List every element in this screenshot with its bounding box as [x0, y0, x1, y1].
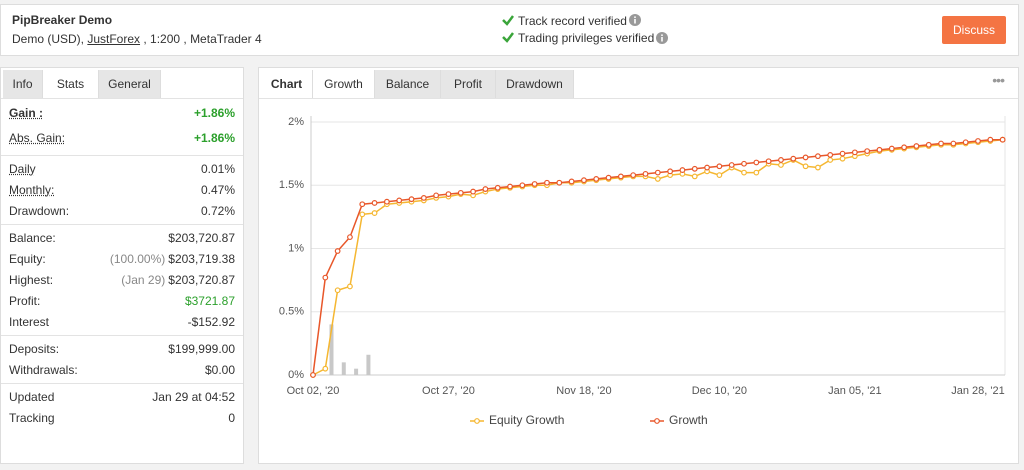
- stat-number: 0.47%: [200, 183, 235, 197]
- verified-text: Trading privileges verified: [518, 31, 655, 45]
- stat-number: $199,999.00: [168, 342, 235, 356]
- info-icon[interactable]: [656, 32, 668, 44]
- account-type: Demo (USD),: [12, 32, 88, 46]
- stat-label: Abs. Gain:: [9, 131, 66, 145]
- stat-value: (Jan 29) $203,720.87: [121, 270, 235, 290]
- stat-value: 0.01%: [201, 159, 235, 179]
- account-info: Demo (USD), JustForex , 1:200 , MetaTrad…: [12, 32, 262, 46]
- stat-label: Deposits:: [9, 342, 60, 356]
- stat-value: -$152.92: [188, 312, 235, 332]
- separator: [1, 383, 243, 384]
- stat-value: 0.72%: [201, 201, 235, 221]
- tab[interactable]: Balance: [375, 70, 441, 98]
- stat-label: Tracking: [9, 411, 55, 425]
- stat-label: Gain :: [9, 106, 44, 120]
- info-icon[interactable]: [629, 14, 641, 26]
- stat-label: Profit:: [9, 294, 41, 308]
- broker-link[interactable]: JustForex: [87, 32, 141, 46]
- stat-row: Equity: (100.00%) $203,719.38: [9, 249, 235, 269]
- tab: Chart: [261, 70, 313, 98]
- header: PipBreaker Demo Demo (USD), JustForex , …: [0, 4, 1019, 56]
- account-details: , 1:200 , MetaTrader 4: [140, 32, 262, 46]
- stat-value: 0.47%: [201, 180, 235, 200]
- tab[interactable]: Drawdown: [496, 70, 574, 98]
- stat-row: Profit: $3721.87: [9, 291, 235, 311]
- stat-value: +1.86%: [194, 128, 235, 148]
- account-title: PipBreaker Demo: [12, 13, 113, 27]
- stat-label: Withdrawals:: [9, 363, 78, 377]
- stat-note: (100.00%): [109, 252, 166, 266]
- stat-number: $0.00: [204, 363, 235, 377]
- menu-dots[interactable]: •••: [992, 72, 1005, 88]
- stat-value: Jan 29 at 04:52: [152, 387, 235, 407]
- tab[interactable]: Growth: [313, 70, 375, 98]
- tab[interactable]: Stats: [43, 70, 99, 98]
- stat-value: +1.86%: [194, 103, 235, 123]
- separator: [1, 224, 243, 225]
- tab-border: [259, 98, 1018, 99]
- stat-value: $3721.87: [185, 291, 235, 311]
- stat-label: Updated: [9, 390, 55, 404]
- verified-text: Track record verified: [518, 14, 627, 28]
- stats-panel: Info Stats General Gain : +1.86% Abs. Gain: +1…: [0, 67, 244, 464]
- separator: [1, 155, 243, 156]
- stat-row: Withdrawals: $0.00: [9, 360, 235, 380]
- stat-number: +1.86%: [193, 131, 235, 145]
- check-icons: [502, 15, 514, 43]
- stat-row: Abs. Gain: +1.86%: [9, 128, 235, 148]
- stat-row: Highest: (Jan 29) $203,720.87: [9, 270, 235, 290]
- stat-number: $203,720.87: [168, 273, 235, 287]
- stat-value: 0: [228, 408, 235, 428]
- stat-number: $3721.87: [184, 294, 235, 308]
- stat-number: 0.01%: [200, 162, 235, 176]
- stat-number: 0.72%: [200, 204, 235, 218]
- stat-row: Monthly: 0.47%: [9, 180, 235, 200]
- stat-row: Daily 0.01%: [9, 159, 235, 179]
- stat-row: Drawdown: 0.72%: [9, 201, 235, 221]
- tab[interactable]: General: [99, 70, 161, 98]
- stat-row: Updated Jan 29 at 04:52: [9, 387, 235, 407]
- stat-label: Interest: [9, 315, 50, 329]
- stat-number: Jan 29 at 04:52: [152, 390, 235, 404]
- stat-label: Highest:: [9, 273, 54, 287]
- stat-row: Balance: $203,720.87: [9, 228, 235, 248]
- stat-number: $203,719.38: [168, 252, 235, 266]
- stat-value: $199,999.00: [168, 339, 235, 359]
- stat-row: Tracking 0: [9, 408, 235, 428]
- stat-label: Balance:: [9, 231, 56, 245]
- tab-border: [1, 98, 243, 99]
- stat-label: Daily: [9, 162, 36, 176]
- discuss-button[interactable]: Discuss: [942, 16, 1006, 44]
- stat-label: Equity:: [9, 252, 46, 266]
- stat-row: Deposits: $199,999.00: [9, 339, 235, 359]
- stat-number: -$152.92: [187, 315, 235, 329]
- stat-value: (100.00%) $203,719.38: [110, 249, 235, 269]
- stat-number: $203,720.87: [168, 231, 235, 245]
- stat-label: Drawdown:: [9, 204, 70, 218]
- stat-number: 0: [228, 411, 235, 425]
- stat-number: +1.86%: [193, 106, 235, 120]
- tab[interactable]: Info: [3, 70, 43, 98]
- stat-label: Monthly:: [9, 183, 55, 197]
- stat-row: Interest -$152.92: [9, 312, 235, 332]
- tab[interactable]: Profit: [441, 70, 496, 98]
- stat-row: Gain : +1.86%: [9, 103, 235, 123]
- stat-note: (Jan 29): [121, 273, 166, 287]
- stat-value: $203,720.87: [168, 228, 235, 248]
- stat-value: $0.00: [205, 360, 235, 380]
- separator: [1, 335, 243, 336]
- chart-panel: ••• Chart Growth Balance Profit Drawdown: [258, 67, 1019, 464]
